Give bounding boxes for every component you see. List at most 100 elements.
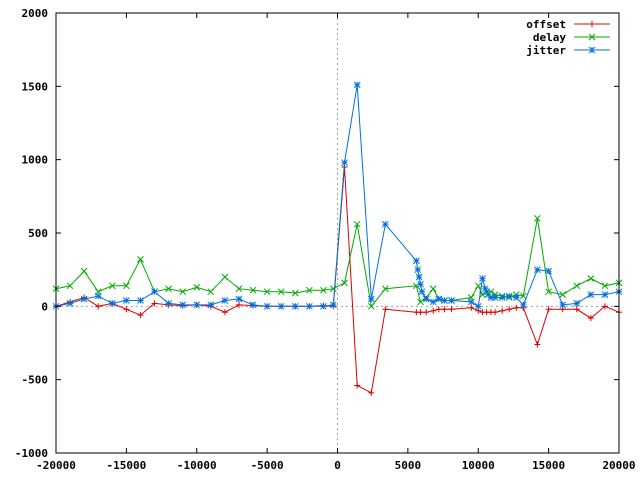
- data-point-delay: [123, 282, 130, 290]
- data-point-offset: [468, 304, 475, 311]
- data-point-delay: [367, 302, 375, 310]
- data-point-jitter: [512, 294, 520, 301]
- x-tick-label: 0: [334, 459, 341, 472]
- data-point-offset: [545, 306, 552, 313]
- series-layer: [52, 81, 623, 396]
- data-point-jitter: [534, 266, 541, 274]
- data-point-delay: [534, 214, 541, 222]
- data-point-jitter: [418, 288, 426, 296]
- data-point-offset: [430, 307, 437, 314]
- data-point-jitter: [137, 297, 144, 304]
- data-point-jitter: [291, 302, 299, 310]
- x-tick-label: -20000: [36, 459, 76, 472]
- data-point-jitter: [263, 302, 271, 310]
- y-tick-label: -500: [22, 374, 49, 387]
- data-point-offset: [423, 309, 430, 316]
- data-point-jitter: [341, 159, 348, 166]
- y-tick-label: 1500: [22, 80, 49, 93]
- data-point-jitter: [519, 301, 527, 309]
- data-point-offset: [499, 307, 506, 314]
- x-tick-label: 20000: [602, 459, 635, 472]
- data-point-offset: [235, 301, 242, 308]
- x-tick-label: -15000: [107, 459, 147, 472]
- data-point-offset: [354, 382, 361, 389]
- data-point-jitter: [441, 297, 448, 304]
- data-point-jitter: [467, 298, 475, 306]
- data-point-offset: [492, 309, 499, 316]
- data-point-jitter: [414, 266, 422, 274]
- data-point-jitter: [481, 285, 489, 293]
- data-point-jitter: [479, 275, 486, 282]
- data-point-jitter: [367, 295, 375, 303]
- data-point-jitter: [66, 300, 74, 307]
- y-tick-label: 500: [28, 227, 48, 240]
- data-point-delay: [108, 282, 116, 290]
- data-point-offset: [513, 304, 520, 311]
- data-point-delay: [341, 279, 348, 287]
- data-point-delay: [165, 285, 172, 293]
- data-point-jitter: [545, 267, 552, 275]
- data-point-delay: [207, 288, 215, 296]
- data-point-delay: [329, 285, 337, 293]
- data-point-jitter: [94, 292, 102, 300]
- data-point-delay: [305, 286, 313, 294]
- x-tick-label: 5000: [395, 459, 422, 472]
- data-point-delay: [193, 283, 201, 291]
- y-tick-label: -1000: [15, 447, 48, 460]
- data-point-jitter: [601, 291, 609, 298]
- data-point-offset: [534, 341, 541, 348]
- data-point-delay: [320, 286, 327, 294]
- data-point-delay: [601, 282, 609, 290]
- data-point-jitter: [474, 302, 482, 310]
- data-point-jitter: [422, 295, 430, 303]
- data-point-offset: [587, 315, 594, 322]
- data-point-delay: [474, 282, 482, 290]
- data-point-delay: [587, 275, 595, 282]
- data-point-jitter: [353, 81, 361, 89]
- data-point-delay: [291, 289, 299, 297]
- data-point-offset: [221, 309, 228, 316]
- data-point-jitter: [277, 302, 285, 310]
- data-point-delay: [382, 285, 389, 293]
- data-point-jitter: [235, 295, 243, 303]
- data-point-jitter: [179, 301, 187, 309]
- data-point-offset: [368, 389, 375, 396]
- data-point-jitter: [429, 298, 437, 306]
- legend-marker-offset: [589, 21, 595, 27]
- data-point-offset: [573, 306, 580, 313]
- legend-marker-delay: [588, 33, 596, 41]
- data-point-delay: [263, 288, 271, 296]
- data-point-jitter: [559, 301, 567, 309]
- data-point-delay: [429, 285, 437, 293]
- data-point-offset: [441, 306, 448, 313]
- data-point-jitter: [415, 273, 423, 281]
- data-point-jitter: [382, 220, 389, 228]
- x-tick-label: 10000: [462, 459, 495, 472]
- data-point-delay: [80, 267, 88, 275]
- legend-label-offset: offset: [526, 18, 566, 31]
- y-tick-label: 2000: [22, 7, 49, 20]
- data-point-jitter: [573, 300, 581, 307]
- legend-label-jitter: jitter: [526, 44, 566, 57]
- data-point-delay: [235, 285, 243, 293]
- data-point-delay: [412, 282, 420, 290]
- data-point-jitter: [80, 295, 88, 303]
- legend-marker-jitter: [588, 46, 596, 54]
- data-point-jitter: [165, 300, 172, 307]
- data-point-delay: [277, 288, 285, 296]
- data-point-jitter: [305, 302, 313, 310]
- legend-label-delay: delay: [533, 31, 566, 44]
- y-tick-label: 1000: [22, 154, 49, 167]
- x-tick-label: -10000: [177, 459, 217, 472]
- data-point-jitter: [435, 295, 443, 303]
- data-point-delay: [66, 282, 74, 290]
- data-point-jitter: [417, 280, 424, 288]
- y-tick-label: 0: [41, 300, 48, 313]
- data-point-jitter: [108, 300, 116, 307]
- series-jitter: [52, 81, 623, 310]
- data-point-delay: [545, 288, 552, 296]
- data-point-jitter: [587, 291, 595, 298]
- x-tick-label: -5000: [251, 459, 284, 472]
- data-point-delay: [221, 273, 229, 281]
